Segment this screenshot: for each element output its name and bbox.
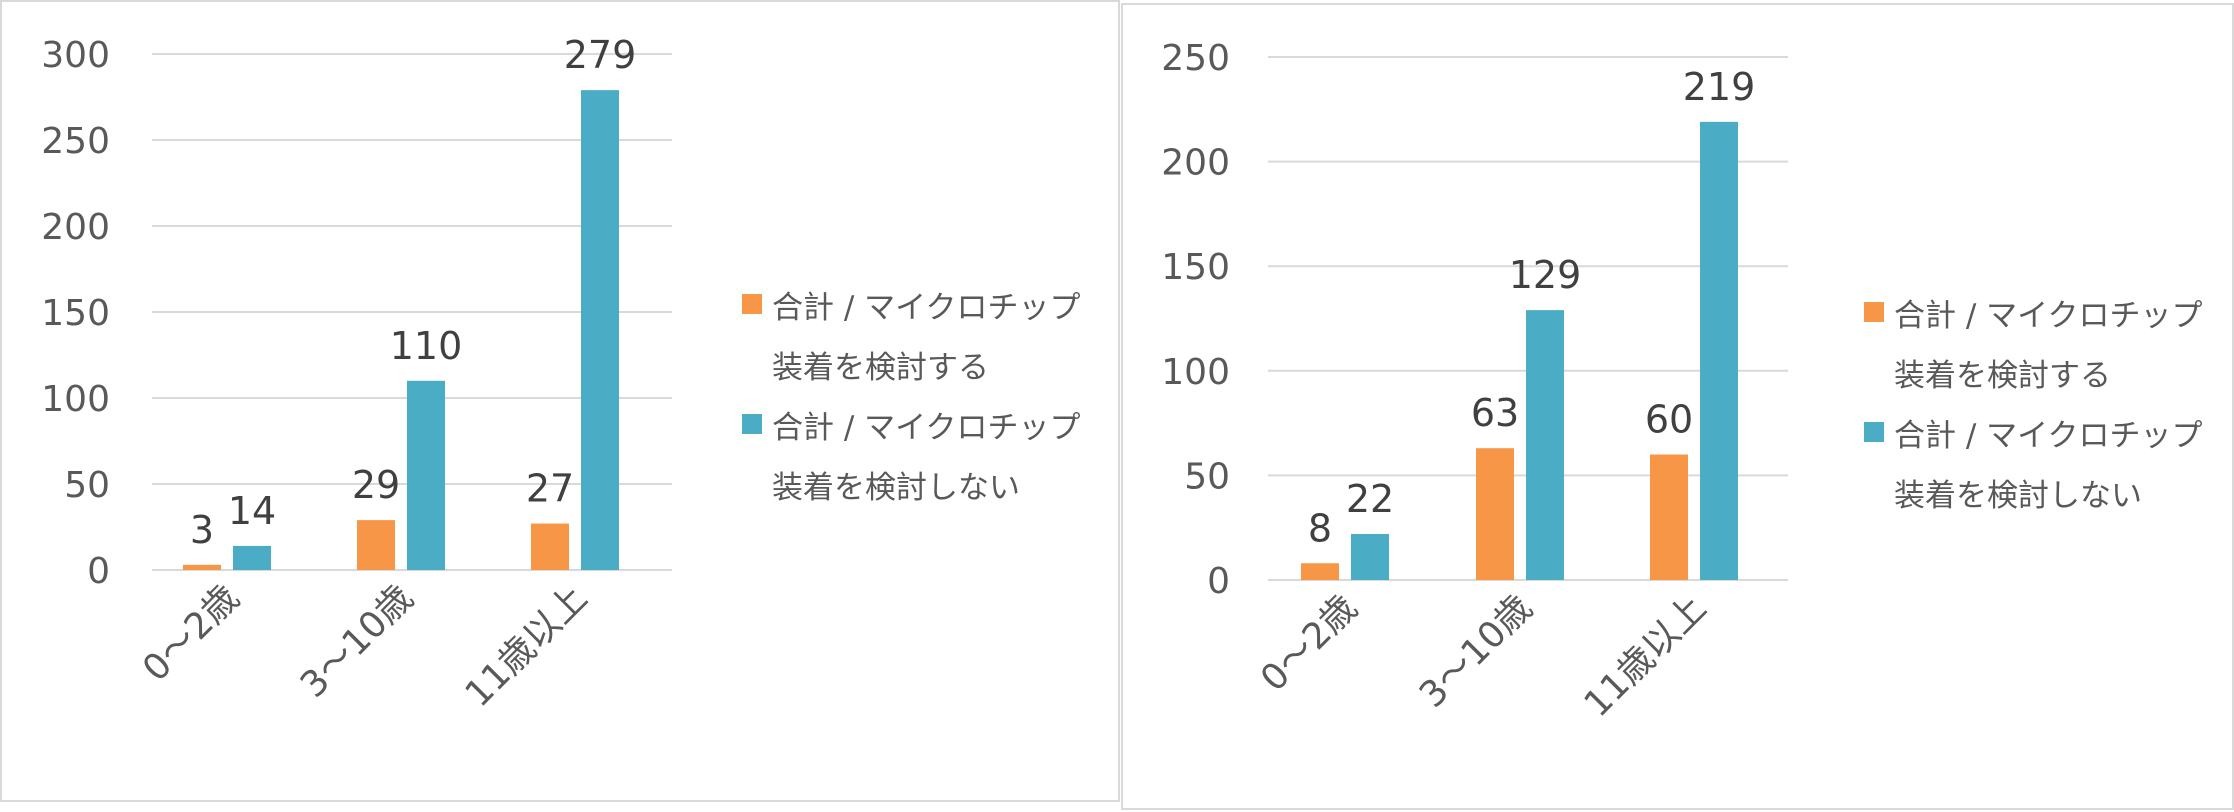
x-tick-label: 11歳以上 [458,577,596,715]
x-tick-label: 0～2歳 [135,577,247,689]
legend-swatch [1864,302,1884,322]
x-tick-label: 3～10歳 [1412,587,1540,715]
bar-consider [531,523,569,570]
chart-panel-left: 0 50 100 150 200 250 300 3 29 27 14 110 279 0～2歳 3～10歳… [0,0,1120,802]
bar-chart-left: 0 50 100 150 200 250 300 3 29 27 14 110 279 0～2歳 3～10歳… [41,33,1081,715]
y-tick-label: 0 [87,551,110,592]
legend-swatch [742,294,762,314]
y-tick-label: 300 [41,35,110,76]
bar-not-consider [1700,121,1738,581]
x-tick-label: 3～10歳 [293,577,421,705]
y-tick-label: 150 [41,293,110,334]
y-tick-label: 200 [41,207,110,248]
data-label: 22 [1346,477,1394,521]
legend-swatch [1864,422,1884,442]
data-label: 29 [352,463,400,507]
legend-label: 合計 / マイクロチップ [1894,418,2203,454]
legend-label: 装着を検討しない [1894,478,2142,514]
y-tick-label: 250 [1161,38,1230,79]
bar-chart-right: 0 50 100 150 200 250 8 63 60 22 129 219 0～2歳 3～10歳 11歳… [1161,38,2203,725]
legend-label: 装着を検討しない [772,470,1020,506]
bar-not-consider [407,380,445,570]
data-label: 110 [390,324,463,368]
x-tick-label: 11歳以上 [1577,587,1715,725]
legend-label: 合計 / マイクロチップ [772,410,1081,446]
y-tick-label: 250 [41,121,110,162]
bar-consider [1301,563,1339,580]
bar-not-consider [233,545,271,570]
legend-label: 合計 / マイクロチップ [772,290,1081,326]
bar-not-consider [1526,310,1564,580]
x-tick-label: 0～2歳 [1253,587,1365,699]
data-label: 279 [564,33,637,77]
y-tick-label: 50 [64,465,110,506]
bar-consider [357,520,395,570]
legend-label: 合計 / マイクロチップ [1894,298,2203,334]
chart-panel-right: 0 50 100 150 200 250 8 63 60 22 129 219 0～2歳 3～10歳 11歳… [1121,3,2234,810]
data-label: 27 [526,467,574,511]
bar-not-consider [1351,533,1389,580]
data-label: 129 [1509,253,1582,297]
y-tick-label: 100 [1161,352,1230,393]
data-label: 219 [1683,65,1756,109]
y-tick-label: 100 [41,379,110,420]
y-tick-label: 200 [1161,143,1230,184]
y-tick-label: 150 [1161,247,1230,288]
legend-label: 装着を検討する [772,350,989,386]
bar-consider [1476,448,1514,580]
bar-consider [1650,454,1688,580]
data-label: 60 [1645,397,1693,441]
data-label: 8 [1308,506,1332,550]
data-label: 63 [1471,391,1519,435]
y-tick-label: 0 [1207,561,1230,602]
data-label: 14 [228,489,276,533]
legend-swatch [742,414,762,434]
y-tick-label: 50 [1184,456,1230,497]
data-label: 3 [190,508,214,552]
bar-consider [183,564,221,570]
bar-not-consider [581,90,619,571]
legend-label: 装着を検討する [1894,358,2111,394]
